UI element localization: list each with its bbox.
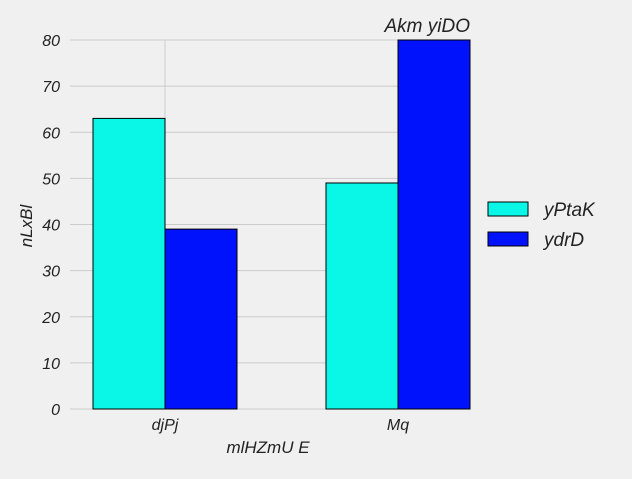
y-tick-label: 10 (42, 356, 60, 373)
chart-title: Akm yiDO (384, 16, 471, 37)
y-tick-label: 40 (42, 218, 60, 235)
legend-swatch-yPtaK (487, 201, 529, 217)
y-tick-label: 0 (51, 402, 60, 419)
x-tick-label: djPj (152, 417, 179, 434)
bars (92, 39, 471, 410)
legend-label-ydrD: ydrD (542, 230, 584, 251)
legend-label-yPtaK: yPtaK (542, 200, 596, 221)
bar-ydrD-djPj (164, 228, 238, 410)
bar-yPtaK-djPj (92, 117, 166, 410)
y-tick-label: 30 (42, 264, 60, 281)
x-axis-label: mlHZmU E (226, 438, 310, 457)
y-tick-label: 50 (42, 171, 60, 188)
legend-swatch-ydrD (487, 231, 529, 247)
y-tick-label: 80 (42, 33, 60, 50)
legend: yPtaK ydrD (487, 200, 596, 251)
y-tick-label: 60 (42, 125, 60, 142)
y-axis-label: nLxBl (17, 204, 36, 248)
y-tick-label: 20 (41, 310, 60, 327)
bar-yPtaK-Mq (325, 182, 399, 410)
x-tick-label: Mq (387, 417, 409, 434)
tick-labels: 0 10 20 30 40 50 60 70 80 djPj Mq (41, 33, 409, 434)
y-tick-label: 70 (42, 79, 60, 96)
bar-ydrD-Mq (397, 39, 471, 410)
